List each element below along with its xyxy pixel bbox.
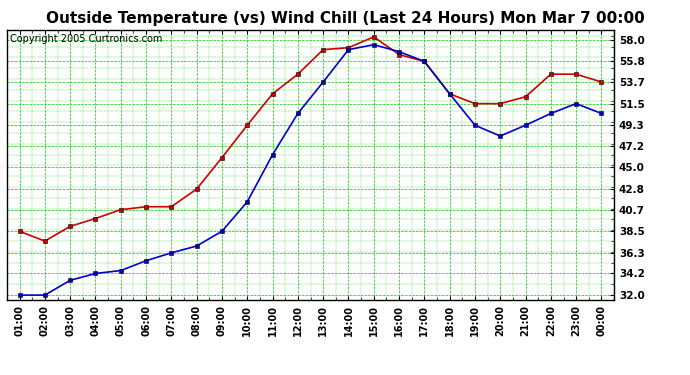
Text: Copyright 2005 Curtronics.com: Copyright 2005 Curtronics.com — [10, 34, 162, 44]
Text: Outside Temperature (vs) Wind Chill (Last 24 Hours) Mon Mar 7 00:00: Outside Temperature (vs) Wind Chill (Las… — [46, 11, 644, 26]
